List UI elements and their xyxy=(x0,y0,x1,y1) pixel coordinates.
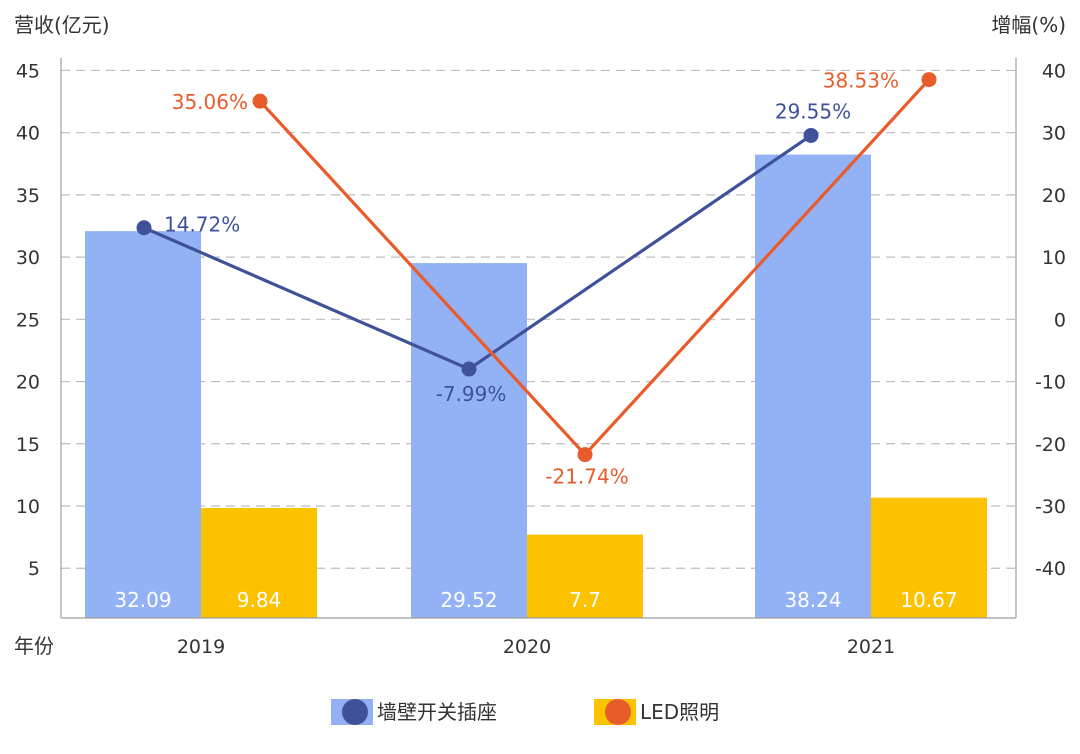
point-label-led-2020: -21.74% xyxy=(545,465,628,489)
legend-label-led: LED照明 xyxy=(640,700,719,724)
point-led-2019 xyxy=(252,93,268,109)
y-right-tick--10: -10 xyxy=(1035,372,1066,394)
bar-label-led-2020: 7.7 xyxy=(569,588,601,612)
bar-led-2021 xyxy=(871,497,987,618)
point-label-switch-socket-2019: 14.72% xyxy=(164,213,240,237)
x-tick-2019: 2019 xyxy=(177,636,225,658)
point-switch-socket-2021 xyxy=(803,127,819,143)
point-label-switch-socket-2020: -7.99% xyxy=(436,382,507,406)
y-right-tick--30: -30 xyxy=(1035,496,1066,518)
y-left-tick-25: 25 xyxy=(16,309,40,331)
bar-led-2020 xyxy=(527,534,643,618)
bar-switch-socket-2019 xyxy=(85,231,201,618)
frame-layer xyxy=(60,58,1017,619)
legend-dot-switch-socket xyxy=(342,699,368,725)
line-layer: 14.72% -7.99% 29.55% 35.06% -21.74% 38.53% xyxy=(136,69,937,489)
bar-led-2019 xyxy=(201,507,317,618)
y-right-tick--20: -20 xyxy=(1035,434,1066,456)
y-left-title: 营收(亿元) xyxy=(14,13,110,37)
x-axis-title: 年份 xyxy=(14,634,54,658)
y-right-tick-20: 20 xyxy=(1042,185,1066,207)
bar-label-led-2019: 9.84 xyxy=(237,588,282,612)
point-label-led-2021: 38.53% xyxy=(823,69,899,93)
y-right-tick-30: 30 xyxy=(1042,123,1066,145)
point-label-switch-socket-2021: 29.55% xyxy=(775,99,851,123)
y-left-tick-10: 10 xyxy=(16,496,40,518)
legend-label-switch-socket: 墙壁开关插座 xyxy=(377,700,497,724)
y-left-tick-40: 40 xyxy=(16,123,40,145)
y-left-tick-45: 45 xyxy=(16,60,40,82)
y-right-tick--40: -40 xyxy=(1035,558,1066,580)
y-left-tick-35: 35 xyxy=(16,185,40,207)
bar-layer xyxy=(85,154,987,618)
bar-label-switch-socket-2021: 38.24 xyxy=(784,588,841,612)
y-left-tick-20: 20 xyxy=(16,372,40,394)
y-left-tick-15: 15 xyxy=(16,434,40,456)
point-led-2020 xyxy=(577,447,593,463)
point-label-led-2019: 35.06% xyxy=(172,90,248,114)
y-left-tick-5: 5 xyxy=(28,558,40,580)
point-switch-socket-2019 xyxy=(136,220,152,236)
text-layer: 5 10 15 20 25 30 35 40 45 40 30 20 10 0 -10 -20 -30 -40 营收… xyxy=(14,13,1066,658)
grid-layer xyxy=(61,69,1016,569)
y-left-tick-30: 30 xyxy=(16,247,40,269)
bar-label-switch-socket-2019: 32.09 xyxy=(114,588,171,612)
bar-label-led-2021: 10.67 xyxy=(900,588,957,612)
y-right-tick-40: 40 xyxy=(1042,60,1066,82)
bar-switch-socket-2020 xyxy=(411,263,527,618)
x-tick-2021: 2021 xyxy=(847,636,895,658)
point-switch-socket-2020 xyxy=(461,361,477,377)
legend-dot-led xyxy=(605,699,631,725)
bar-label-switch-socket-2020: 29.52 xyxy=(440,588,497,612)
x-tick-2020: 2020 xyxy=(503,636,551,658)
legend-layer: 墙壁开关插座 LED照明 xyxy=(331,699,719,725)
y-right-tick-0: 0 xyxy=(1054,309,1066,331)
point-led-2021 xyxy=(921,72,937,88)
y-right-title: 增幅(%) xyxy=(991,13,1066,37)
bar-switch-socket-2021 xyxy=(755,154,871,618)
y-right-tick-10: 10 xyxy=(1042,247,1066,269)
